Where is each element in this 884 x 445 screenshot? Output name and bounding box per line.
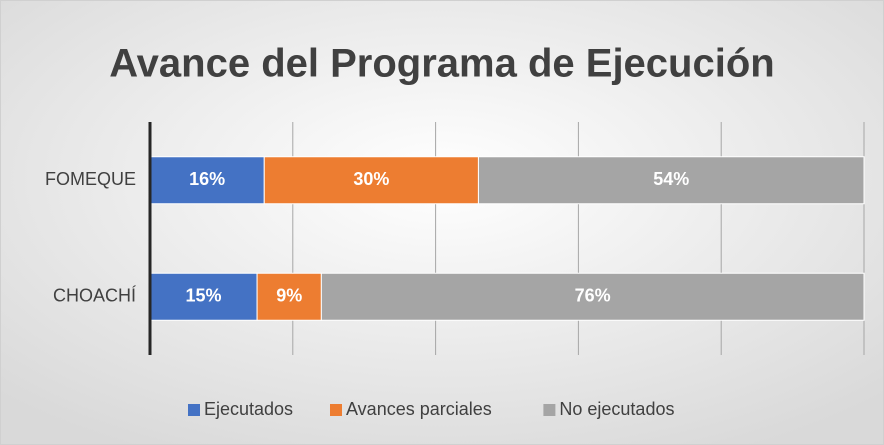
bar-segment [320, 272, 865, 321]
chart-title: Avance del Programa de Ejecución [109, 42, 774, 86]
bar-segment [263, 156, 479, 205]
data-label: 76% [575, 286, 611, 306]
y-tick-label: FOMEQUE [45, 169, 136, 189]
data-label: 54% [653, 169, 689, 189]
y-tick-label: CHOACHÍ [53, 286, 136, 306]
data-label: 30% [353, 169, 389, 189]
data-label: 9% [276, 286, 302, 306]
bar-segment [256, 272, 322, 321]
legend-swatch [188, 404, 200, 416]
legend-swatch [543, 404, 556, 416]
legend-label: No ejecutados [559, 399, 674, 419]
bar-segment [149, 272, 258, 321]
legend-label: Ejecutados [204, 399, 293, 419]
bar-segment [477, 156, 865, 205]
data-label: 16% [189, 169, 225, 189]
legend-label: Avances parciales [346, 399, 492, 419]
data-label: 15% [186, 286, 222, 306]
legend-swatch [330, 404, 342, 416]
